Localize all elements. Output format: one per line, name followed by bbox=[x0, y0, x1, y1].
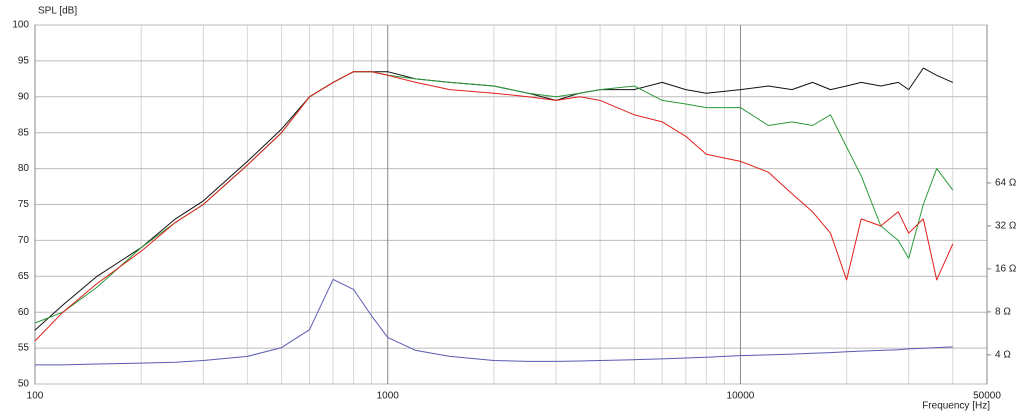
x-tick-label: 50000 bbox=[973, 391, 1001, 402]
y-tick-label: 65 bbox=[18, 271, 30, 282]
y-tick-label: 50 bbox=[18, 379, 30, 390]
y-tick-label: 60 bbox=[18, 307, 30, 318]
y2-tick-label: 32 Ω bbox=[995, 221, 1017, 232]
x-tick-label: 100 bbox=[27, 391, 44, 402]
y2-tick-label: 16 Ω bbox=[995, 264, 1017, 275]
y-tick-label: 75 bbox=[18, 199, 30, 210]
y-axis-title: SPL [dB] bbox=[38, 6, 77, 17]
y2-tick-label: 4 Ω bbox=[995, 349, 1011, 360]
series-line bbox=[34, 71, 954, 342]
y-tick-label: 85 bbox=[18, 127, 30, 138]
y-tick-label: 100 bbox=[12, 20, 29, 31]
y2-tick-label: 8 Ω bbox=[995, 307, 1011, 318]
y2-tick-label: 64 Ω bbox=[995, 178, 1017, 189]
series-line bbox=[35, 278, 953, 366]
x-tick-label: 1000 bbox=[377, 391, 400, 402]
y-tick-label: 55 bbox=[18, 343, 30, 354]
x-axis-title: Frequency [Hz] bbox=[922, 401, 990, 412]
y-tick-label: 95 bbox=[18, 56, 30, 67]
x-tick-label: 10000 bbox=[727, 391, 755, 402]
y-tick-label: 80 bbox=[18, 163, 30, 174]
y-tick-label: 90 bbox=[18, 91, 30, 102]
y-tick-label: 70 bbox=[18, 235, 30, 246]
